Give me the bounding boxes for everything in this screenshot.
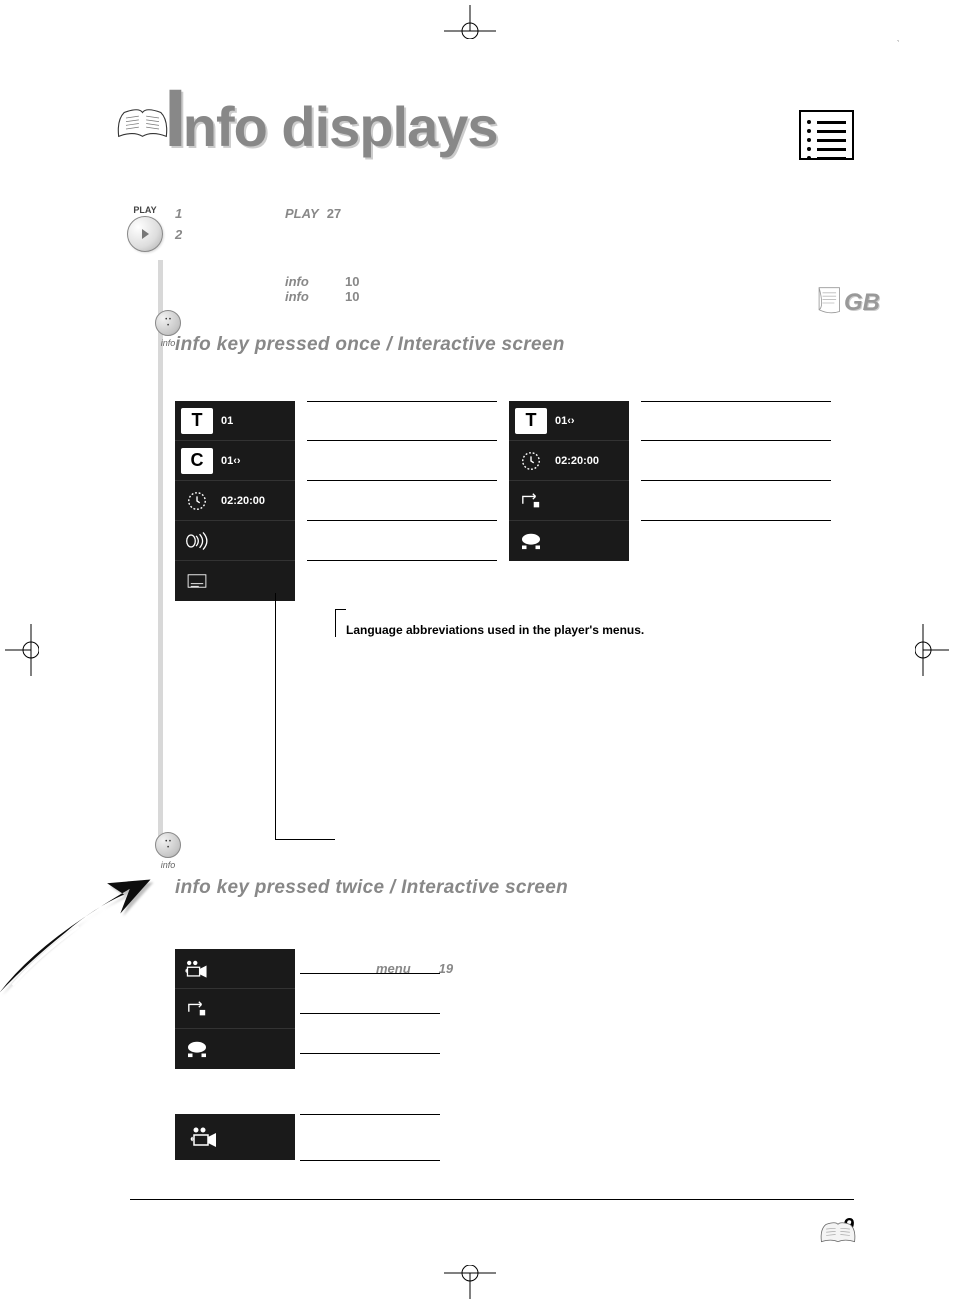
menu-val: 19 (439, 961, 453, 976)
audio-icon (181, 531, 213, 551)
osd-panel-b: T 01‹› 02:20:00 (509, 401, 629, 561)
step-list: 1 PLAY 27 2 (175, 205, 854, 244)
osd-panel-a: T 01 C 01‹› 02:20:00 (175, 401, 295, 601)
bracket (275, 593, 276, 839)
page-title-wrap: Info displays (115, 90, 498, 152)
info-button-1-label: info (161, 338, 176, 348)
osd-b-time-val: 02:20:00 (555, 455, 599, 467)
osd-a-time-val: 02:20:00 (221, 495, 265, 507)
callout-lines-b (641, 401, 831, 601)
chapter-icon: C (181, 448, 213, 474)
intro-icon-2 (181, 1040, 213, 1058)
contents-icon (799, 110, 854, 160)
section-2-heading: info key pressed twice / Interactive scr… (175, 877, 854, 899)
language-note: Language abbreviations used in the playe… (335, 623, 854, 637)
left-margin: PLAY (120, 205, 170, 252)
crop-mark-top (430, 5, 510, 39)
step-2-num: 2 (175, 226, 189, 244)
crop-mark-right (915, 610, 949, 690)
clock-icon-b (515, 450, 547, 472)
title-icon: T (181, 408, 213, 434)
step-1-val: 27 (327, 205, 341, 223)
info-line-2-label: info (285, 289, 345, 304)
info-lines: info10 info10 (285, 274, 854, 304)
repeat-icon-2 (181, 999, 213, 1019)
page-title: Info displays (164, 90, 498, 152)
section-2: info key pressed twice / Interactive scr… (175, 877, 854, 1161)
info-line-2-val: 10 (345, 289, 359, 304)
pointer-arrow (0, 870, 160, 1002)
crop-mark-bottom (430, 1265, 510, 1299)
language-note-text: Language abbreviations used in the playe… (346, 623, 644, 637)
title-icon-b: T (515, 408, 547, 434)
osd-row: T 01 C 01‹› 02:20:00 (175, 401, 854, 601)
repeat-icon (515, 491, 547, 511)
book-icon (115, 101, 170, 146)
osd-b-title-val: 01‹› (555, 415, 575, 427)
step-1-num: 1 (175, 205, 189, 223)
footer-rule (130, 1199, 854, 1200)
play-button-wrap: PLAY (120, 205, 170, 252)
subtitle-icon (181, 573, 213, 589)
crop-mark-left (5, 610, 39, 690)
clock-icon (181, 490, 213, 512)
title-rest: nfo displays (183, 95, 498, 158)
osd-a-chapter-val: 01‹› (221, 455, 241, 467)
osd-a-title-val: 01 (221, 415, 233, 427)
play-button-label: PLAY (133, 205, 156, 215)
step-1-word: PLAY (285, 205, 319, 223)
callout-lines-a (307, 401, 497, 601)
info-line-1-val: 10 (345, 274, 359, 289)
play-button[interactable] (127, 216, 163, 252)
intro-icon (515, 532, 547, 550)
osd-panel-c (175, 949, 295, 1069)
camera-angle-icon (181, 958, 213, 980)
content-area: 1 PLAY 27 2 info10 info10 info key press… (175, 205, 854, 1161)
info-button-2-label: info (161, 860, 176, 870)
camera-angle-standalone (175, 1114, 295, 1160)
page-book-icon (818, 1218, 858, 1248)
info-line-1-label: info (285, 274, 345, 289)
section-1-heading: info key pressed once / Interactive scre… (175, 334, 854, 356)
